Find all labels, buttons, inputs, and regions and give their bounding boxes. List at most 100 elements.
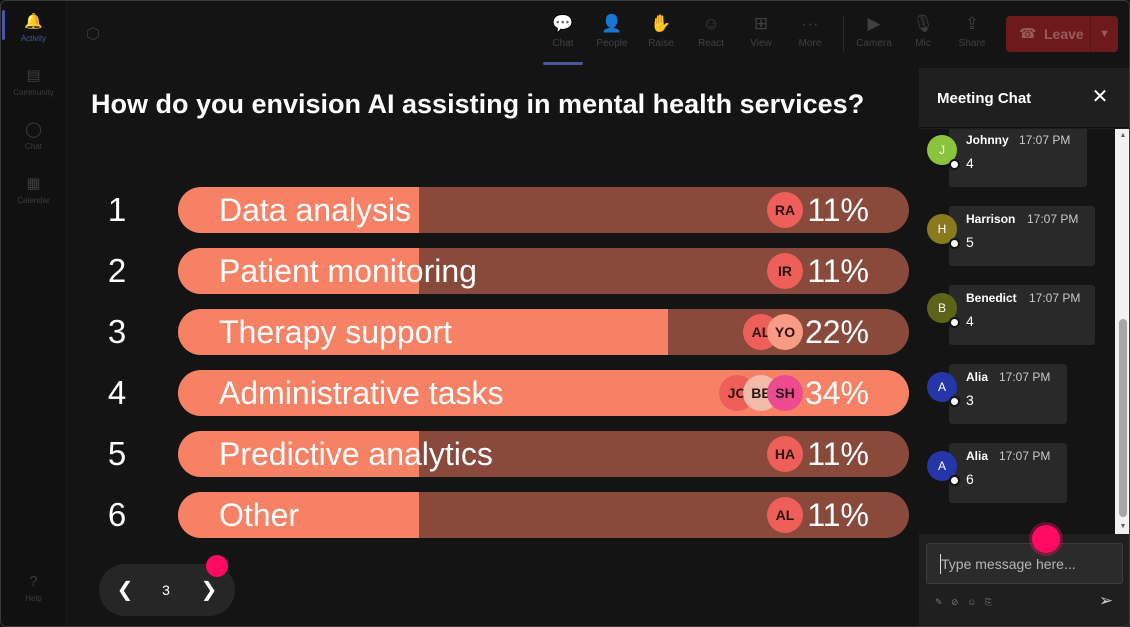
text-caret [940,554,941,574]
chat-title: Meeting Chat [937,90,1032,107]
chat-message-input[interactable] [926,543,1123,584]
chat-scrollbar[interactable]: ▲ ▼ [1115,129,1130,534]
tool-mic[interactable]: 🎙 Mic [899,12,947,49]
voter-avatar: RA [767,192,803,228]
voter-avatar: IR [767,253,803,289]
voter-avatars: YO AL [743,314,803,350]
option-number: 1 [107,191,127,228]
mic-icon: 🎙 [912,14,934,33]
option-number: 2 [107,252,127,289]
chevron-down-icon[interactable]: ▼ [1090,16,1118,52]
leave-label: Leave [1044,26,1084,42]
sender-name: Johnny [966,133,1009,147]
option-number: 6 [107,496,127,533]
shield-icon: ⬡ [86,26,100,43]
tool-share[interactable]: ⇪ Share [948,12,996,49]
help-icon: ? [29,573,38,590]
more-icon: ··· [801,14,819,33]
presence-status-icon [949,159,960,170]
format-tools-icons[interactable]: ✎ ⊘ ☺ ⎘ [935,597,995,607]
tool-camera[interactable]: ▶ Camera [850,12,898,49]
poll-question: How do you envision AI assisting in ment… [91,89,865,119]
chevron-left-icon[interactable]: ❮ [116,579,134,601]
chat-message: Alia 17:07 PM 3 A [919,364,1115,428]
option-bar-fill [178,431,420,477]
message-text: 5 [966,234,974,250]
option-percent: 22% [804,314,869,350]
chat-message: Alia 17:07 PM 6 A [919,443,1115,507]
message-text: 4 [966,155,974,171]
camera-icon: ▶ [867,14,881,33]
click-highlight-dot [206,555,228,577]
tool-label: Chat [552,38,574,49]
tool-label: React [697,38,725,49]
voter-avatar: HA [767,436,803,472]
scroll-down-icon[interactable]: ▼ [1119,523,1127,530]
option-label: Therapy support [219,314,453,350]
message-time: 17:07 PM [1027,212,1079,226]
page-number: 3 [162,582,170,598]
voter-avatars: HA [767,436,803,472]
grid-icon: ⊞ [753,14,769,33]
tool-raise[interactable]: ✋ Raise [637,12,685,49]
message-bubble: Johnny 17:07 PM 4 [949,129,1087,187]
poll-results: How do you envision AI assisting in ment… [67,68,918,627]
poll-option-row: 6 Other AL 11% [67,492,918,538]
rail-item-label: Community [13,88,54,97]
rail-item-chat[interactable]: ◯ Chat [0,120,67,151]
community-icon: ▤ [26,67,41,84]
meeting-chat-panel: Meeting Chat ✕ Johnny 17:07 PM 4 J Harrison 1… [918,68,1130,627]
tool-chat[interactable]: 💬 Chat [539,12,587,49]
smiley-icon: ☺ [702,14,720,33]
leave-button[interactable]: ☎ Leave ▼ [1006,16,1118,52]
tool-more[interactable]: ··· More [786,12,834,49]
close-icon[interactable]: ✕ [1091,86,1109,108]
option-bar: Predictive analytics HA 11% [178,431,909,477]
chat-icon: ◯ [25,121,42,138]
message-text: 6 [966,471,974,487]
tool-people[interactable]: 👤 People [588,12,636,49]
rail-item-activity[interactable]: 🔔 Activity [0,12,67,43]
rail-item-label: Help [25,594,42,603]
voter-avatars: IR [767,253,803,289]
rail-item-calendar[interactable]: ▦ Calendar [0,174,67,205]
bell-icon: 🔔 [24,13,43,30]
scroll-up-icon[interactable]: ▲ [1119,132,1127,139]
rail-active-indicator [2,10,5,40]
click-highlight-dot [1032,525,1060,553]
chat-message: Johnny 17:07 PM 4 J [919,129,1115,191]
toolbar-divider [843,16,844,52]
poll-option-row: 1 Data analysis RA 11% [67,187,918,233]
scroll-thumb[interactable] [1119,319,1127,517]
tool-react[interactable]: ☺ React [687,12,735,49]
tool-view[interactable]: ⊞ View [737,12,785,49]
message-time: 17:07 PM [1029,291,1081,305]
presence-status-icon [949,317,960,328]
rail-item-community[interactable]: ▤ Community [0,66,67,97]
poll-option-row: 2 Patient monitoring IR 11% [67,248,918,294]
tool-label: Share [958,38,986,49]
chat-message-list: Johnny 17:07 PM 4 J Harrison 17:07 PM 5 H Benedi… [919,129,1115,534]
option-bar: Other AL 11% [178,492,909,538]
voter-avatars: AL [767,497,803,533]
tool-label: View [750,38,772,49]
option-bar-fill [178,187,420,233]
rail-item-help[interactable]: ? Help [0,572,67,603]
option-number: 4 [107,374,127,411]
tool-label: People [596,38,628,49]
voter-avatar: YO [767,314,803,350]
tool-label: Raise [648,38,674,49]
message-text: 4 [966,313,974,329]
sender-name: Alia [966,370,989,384]
option-label: Predictive analytics [219,436,493,472]
meeting-toolbar: ⬡ 💬 Chat 👤 People ✋ Raise ☺ React ⊞ View… [67,0,1130,68]
send-icon[interactable]: ➢ [1098,591,1114,610]
message-bubble: Alia 17:07 PM 6 [949,443,1067,503]
tool-label: More [798,38,822,49]
option-bar: Data analysis RA 11% [178,187,909,233]
chevron-right-icon[interactable]: ❯ [200,579,218,601]
people-icon: 👤 [601,14,623,33]
tool-label: Camera [856,38,892,49]
calendar-icon: ▦ [26,175,41,192]
active-tool-underline [543,62,583,65]
